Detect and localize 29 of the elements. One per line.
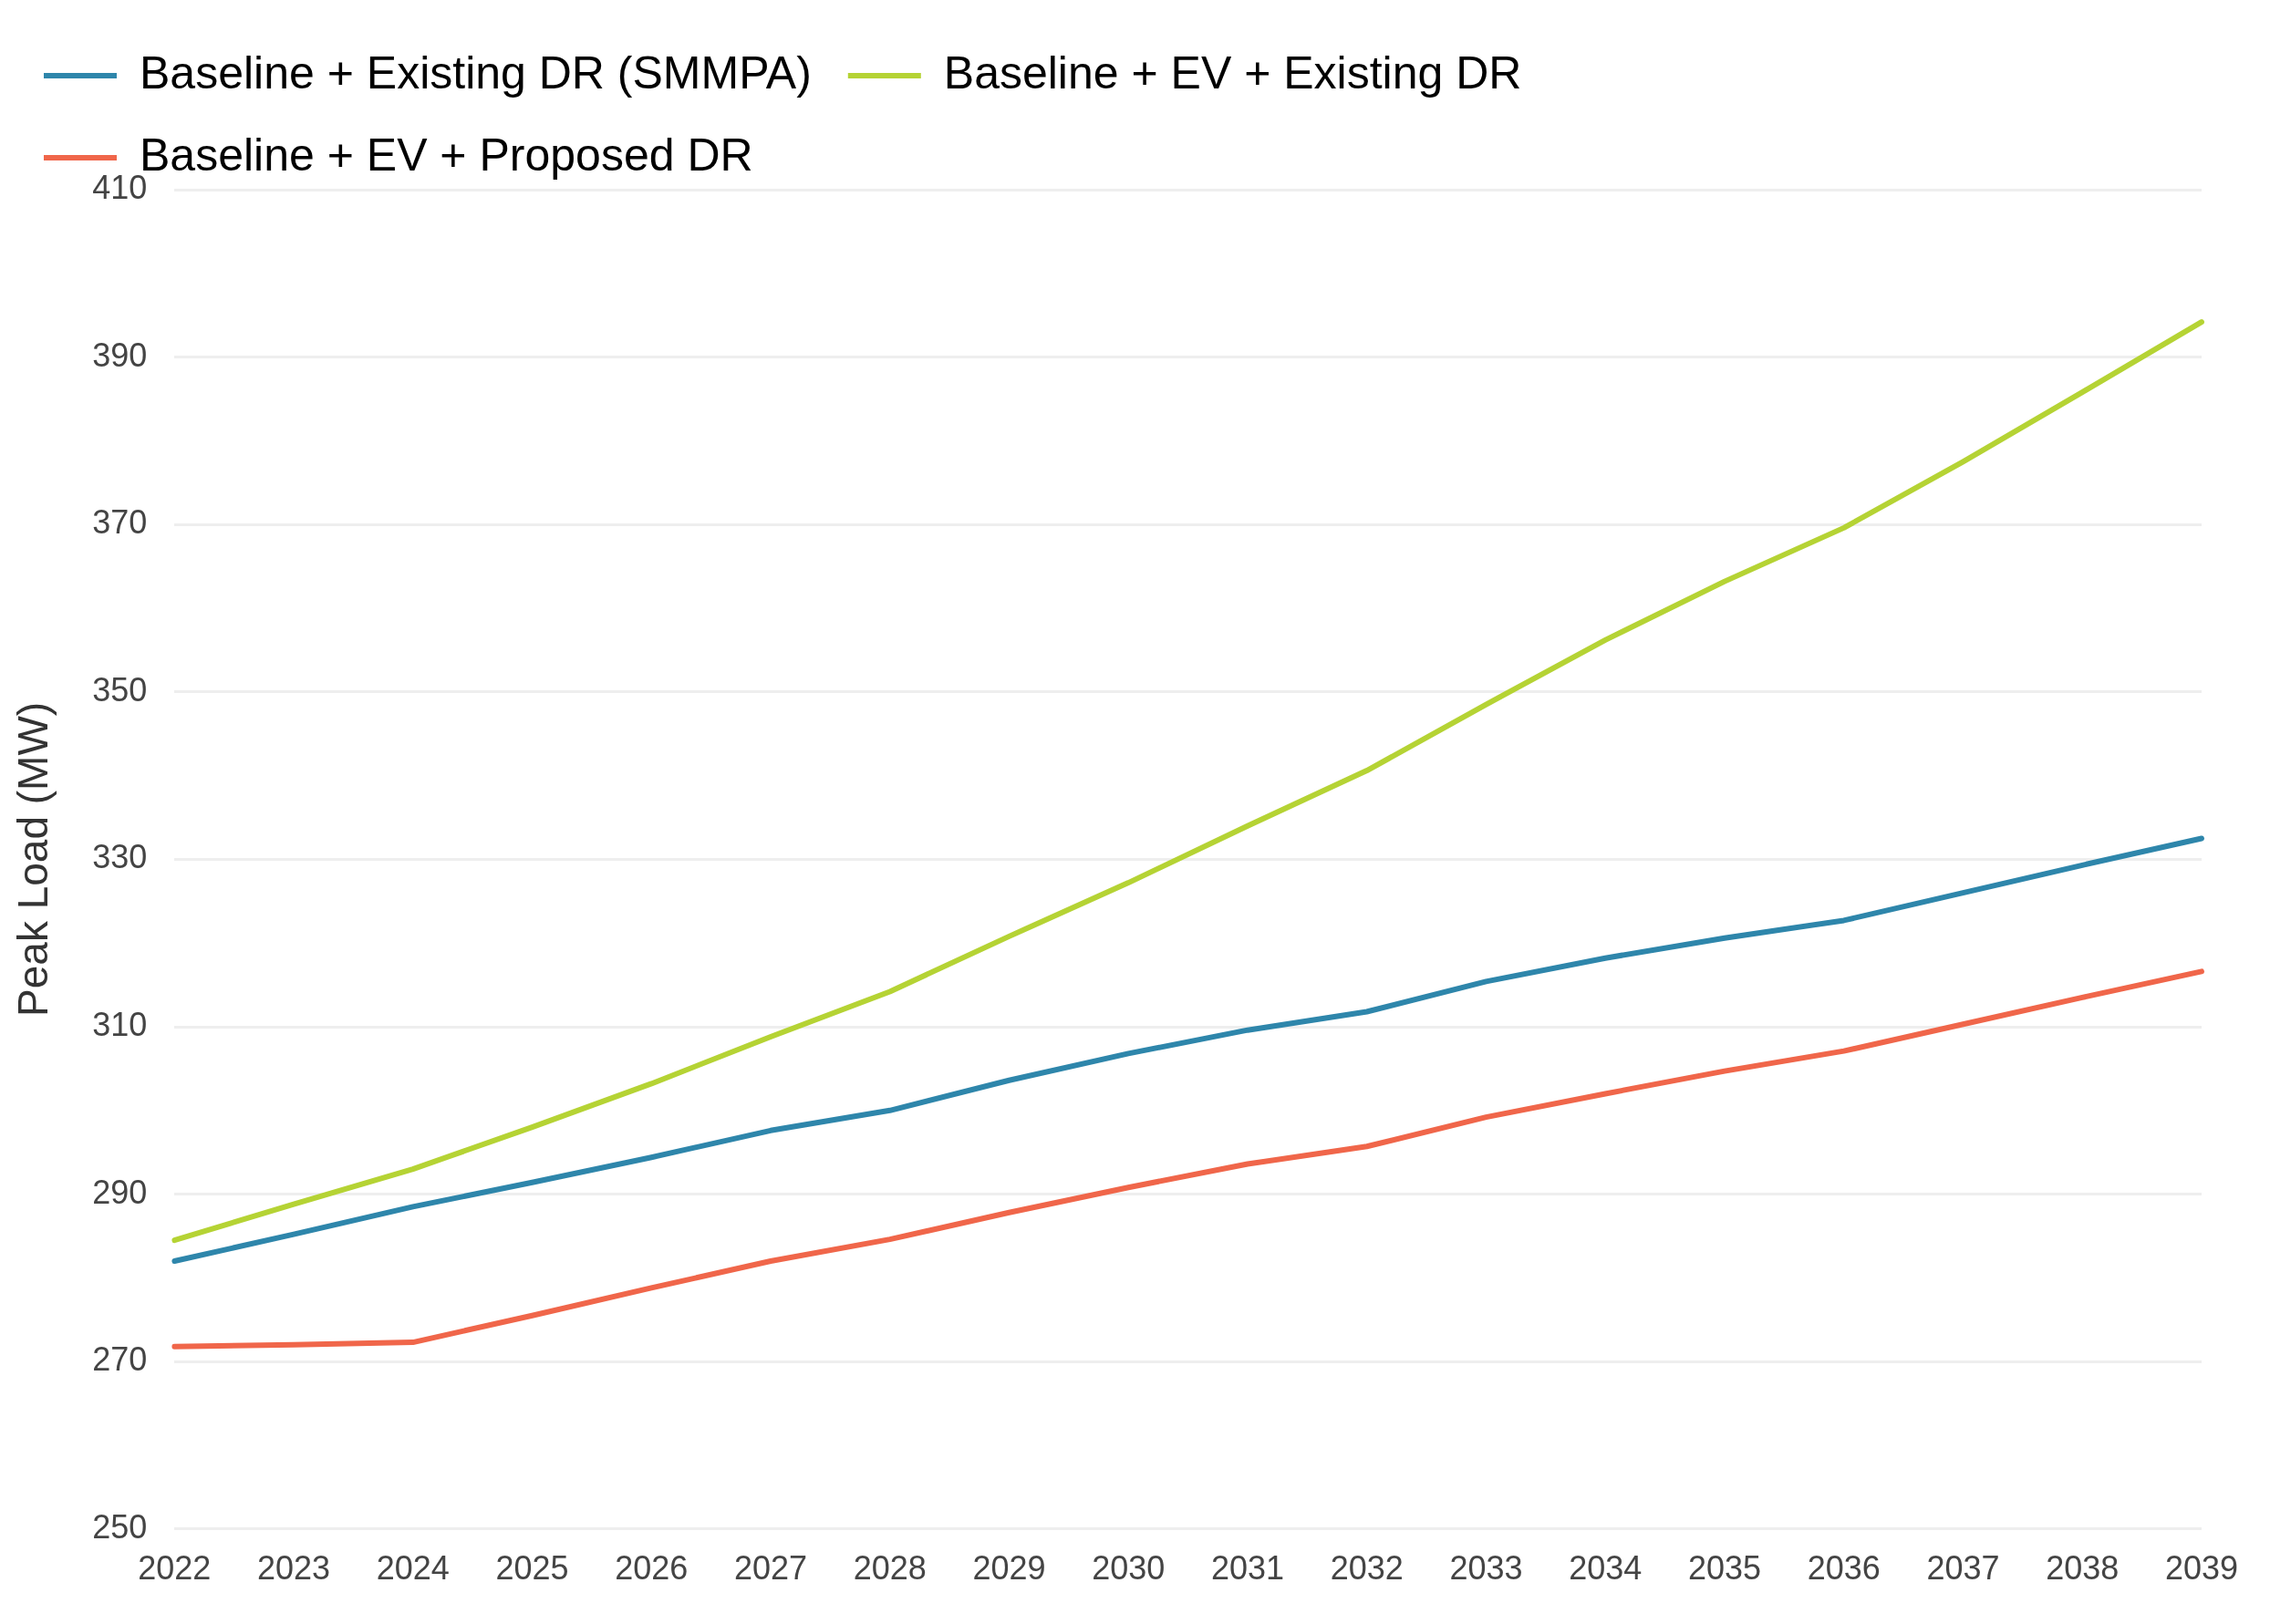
y-tick-label: 250 <box>92 1507 148 1546</box>
y-tick-label: 390 <box>92 336 148 374</box>
x-tick-label: 2036 <box>1807 1549 1881 1588</box>
y-axis-title: Peak Load (MW) <box>9 701 57 1017</box>
x-tick-label: 2031 <box>1210 1549 1285 1588</box>
x-tick-label: 2037 <box>1926 1549 2000 1588</box>
y-tick-label: 290 <box>92 1173 148 1211</box>
x-tick-label: 2022 <box>138 1549 212 1588</box>
x-tick-label: 2033 <box>1449 1549 1523 1588</box>
y-tick-label: 350 <box>92 670 148 709</box>
x-tick-label: 2030 <box>1092 1549 1166 1588</box>
x-tick-label: 2023 <box>256 1549 331 1588</box>
x-tick-label: 2038 <box>2046 1549 2120 1588</box>
x-tick-label: 2035 <box>1687 1549 1762 1588</box>
y-tick-label: 270 <box>92 1340 148 1379</box>
x-tick-label: 2025 <box>495 1549 569 1588</box>
x-tick-label: 2026 <box>615 1549 689 1588</box>
x-tick-label: 2029 <box>972 1549 1046 1588</box>
legend-label: Baseline + Existing DR (SMMPA) <box>140 47 812 98</box>
x-tick-label: 2032 <box>1330 1549 1404 1588</box>
y-tick-label: 330 <box>92 838 148 876</box>
x-tick-label: 2039 <box>2164 1549 2238 1588</box>
x-tick-label: 2028 <box>853 1549 927 1588</box>
x-tick-label: 2034 <box>1569 1549 1643 1588</box>
x-tick-label: 2024 <box>376 1549 450 1588</box>
y-tick-label: 310 <box>92 1005 148 1043</box>
x-tick-label: 2027 <box>733 1549 808 1588</box>
y-tick-label: 370 <box>92 503 148 542</box>
legend-label: Baseline + EV + Existing DR <box>943 47 1522 98</box>
